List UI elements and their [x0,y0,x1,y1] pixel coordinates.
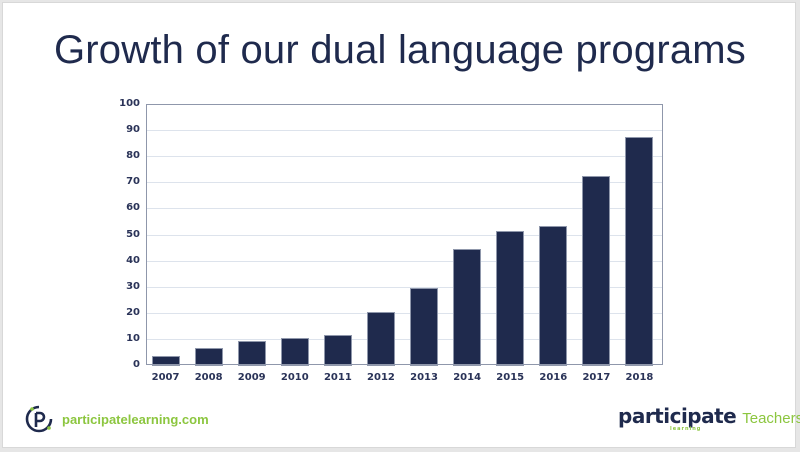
bar-2013 [411,289,438,365]
y-tick-label: 0 [133,359,140,370]
x-tick-label: 2009 [237,372,266,383]
y-tick-label: 30 [126,280,140,292]
brand-logo: participate learning [618,404,737,432]
gridline [146,338,663,340]
x-tick-label: 2018 [625,372,654,383]
gridline [146,260,663,262]
website-link[interactable]: participatelearning.com [62,411,209,427]
brand-name: participate [618,404,737,428]
bar-2015 [497,231,524,365]
plot-area [146,104,663,365]
x-tick-label: 2014 [453,372,482,383]
brand-suffix: Teachers [742,410,800,427]
bar-2012 [367,312,394,365]
bar-2007 [152,357,179,365]
y-tick-label: 70 [126,176,140,188]
bar-2008 [195,349,222,365]
gridline [146,156,663,158]
footer-brand: participate learning Teachers [618,404,800,432]
gridline [146,208,663,210]
gridline [146,286,663,288]
y-tick-label: 20 [126,306,140,318]
x-tick-label: 2008 [194,372,223,383]
x-tick-label: 2012 [367,372,395,383]
x-tick-label: 2015 [496,372,525,383]
y-tick-label: 90 [126,124,140,136]
gridline [146,234,663,236]
brand-sub: learning [670,426,702,432]
bar-2009 [238,341,265,365]
x-tick-label: 2007 [151,372,180,383]
y-tick-label: 50 [126,228,140,240]
gridline [146,312,663,314]
y-tick-label: 10 [126,332,140,344]
bar-2011 [324,336,351,365]
x-tick-label: 2013 [410,372,438,383]
x-tick-label: 2016 [539,372,568,383]
bar-2010 [281,338,308,365]
x-tick-label: 2017 [582,372,611,383]
footer-website: participatelearning.com [24,404,209,434]
gridline [146,130,663,132]
y-tick-label: 40 [126,254,140,266]
x-tick-label: 2010 [280,372,309,383]
bar-2017 [583,177,610,365]
y-tick-label: 100 [119,98,140,109]
bar-2014 [454,250,481,365]
bar-2016 [540,226,567,365]
slide [2,2,796,448]
slide-title: Growth of our dual language programs [53,28,747,72]
participate-logo-icon [24,404,54,434]
y-tick-label: 80 [126,150,140,162]
gridline [146,182,663,184]
bar-2018 [626,137,653,365]
x-tick-label: 2011 [323,372,352,383]
y-tick-label: 60 [126,202,140,214]
